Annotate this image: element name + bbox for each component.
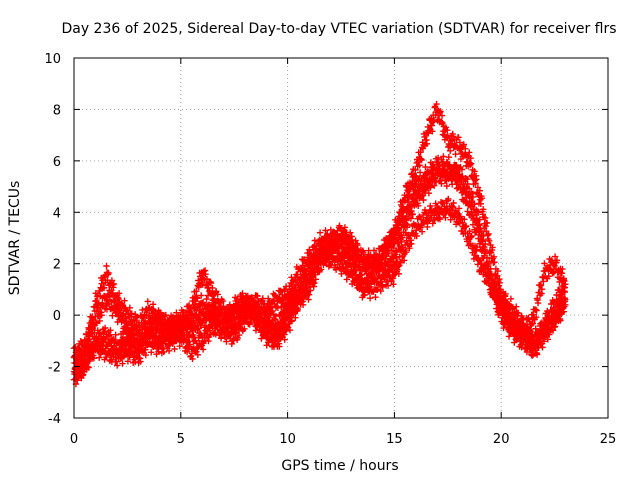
y-tick-label: 4	[53, 206, 61, 221]
y-tick-label: 2	[53, 258, 61, 273]
x-tick-label: 20	[493, 432, 510, 447]
y-axis-label: SDTVAR / TECUs	[7, 181, 23, 296]
y-tick-label: -4	[48, 412, 61, 427]
y-tick-label: -2	[48, 361, 61, 376]
x-tick-label: 10	[279, 432, 296, 447]
x-tick-label: 0	[70, 432, 78, 447]
axis-ticks: 0 5 10 15 20 25 -4 -2 0 2 4 6 8 10	[44, 52, 616, 447]
plot-border	[73, 57, 609, 419]
x-tick-label: 15	[386, 432, 403, 447]
y-tick-label: 0	[53, 309, 61, 324]
x-tick-label: 5	[177, 432, 185, 447]
y-tick-label: 8	[53, 103, 61, 118]
x-tick-label: 25	[600, 432, 617, 447]
y-tick-label: 10	[44, 52, 61, 67]
y-tick-label: 6	[53, 155, 61, 170]
chart-title: Day 236 of 2025, Sidereal Day-to-day VTE…	[61, 21, 616, 37]
x-axis-label: GPS time / hours	[281, 458, 398, 474]
